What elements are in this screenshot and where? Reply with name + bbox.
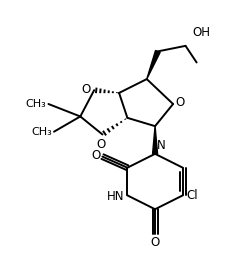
Text: O: O: [150, 236, 160, 249]
Text: OH: OH: [193, 26, 210, 39]
Text: O: O: [175, 96, 184, 109]
Text: CH₃: CH₃: [31, 127, 52, 137]
Text: HN: HN: [107, 190, 125, 203]
Polygon shape: [147, 50, 160, 79]
Text: O: O: [82, 83, 91, 96]
Text: O: O: [97, 138, 106, 151]
Polygon shape: [152, 126, 158, 154]
Text: O: O: [91, 149, 100, 162]
Text: Cl: Cl: [186, 189, 198, 202]
Text: CH₃: CH₃: [25, 99, 46, 109]
Text: N: N: [156, 139, 165, 152]
